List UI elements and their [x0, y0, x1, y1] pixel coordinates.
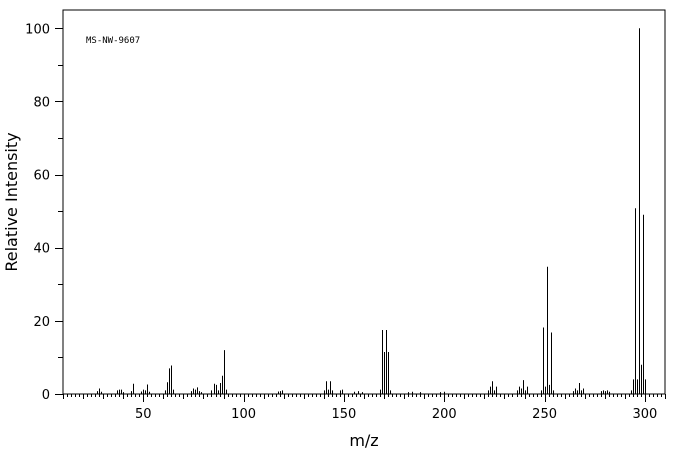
x-tick-label: 300	[633, 407, 658, 422]
y-tick-label: 100	[25, 22, 50, 37]
y-tick-label: 80	[33, 95, 50, 110]
x-axis-title: m/z	[349, 431, 378, 450]
x-tick-label: 250	[532, 407, 557, 422]
plot-frame	[62, 9, 666, 395]
x-axis-ticks: 50 100 150 200 250 300	[63, 394, 666, 422]
y-tick-label: 20	[33, 315, 50, 330]
y-tick-label: 60	[33, 169, 50, 184]
y-tick-label: 40	[33, 242, 50, 257]
spectrum-id-annotation: MS-NW-9607	[86, 36, 140, 46]
y-axis-ticks: 0 20 40 60 80 100	[25, 22, 63, 403]
peak-bars	[97, 28, 646, 394]
x-tick-label: 100	[231, 407, 256, 422]
x-tick-label: 200	[432, 407, 457, 422]
y-axis-title: Relative Intensity	[2, 132, 21, 271]
x-tick-label: 150	[332, 407, 357, 422]
y-tick-label: 0	[42, 388, 50, 403]
x-tick-label: 50	[135, 407, 152, 422]
